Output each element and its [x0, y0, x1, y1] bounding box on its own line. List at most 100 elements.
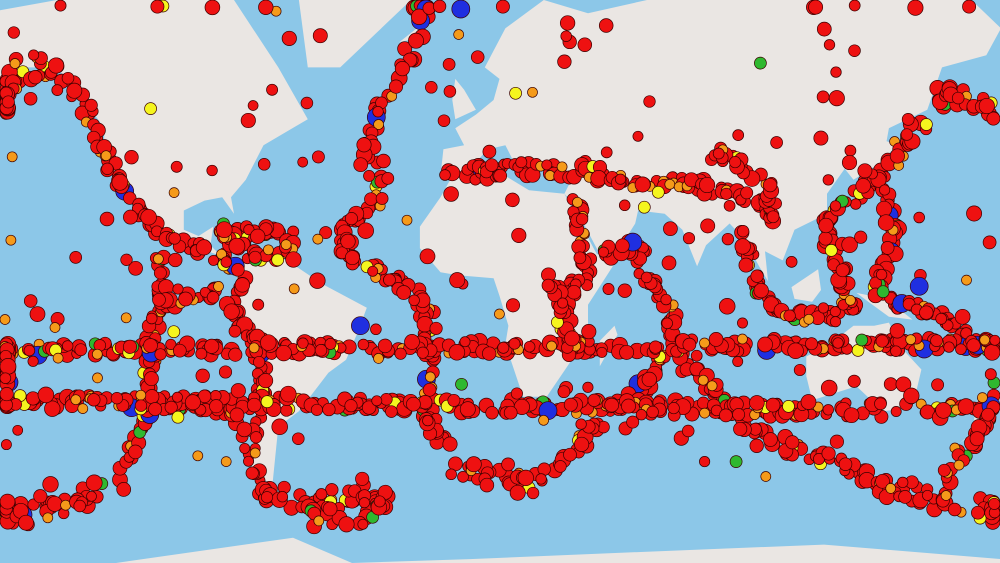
earthquake-marker-minor[interactable] — [172, 343, 187, 358]
earthquake-marker-light[interactable] — [135, 389, 147, 401]
earthquake-marker-light[interactable] — [288, 283, 300, 295]
earthquake-marker-minor[interactable] — [830, 66, 842, 78]
earthquake-marker-minor[interactable] — [574, 436, 590, 452]
earthquake-marker-minor[interactable] — [66, 82, 83, 99]
earthquake-marker-minor[interactable] — [829, 434, 844, 449]
earthquake-marker-minor[interactable] — [394, 347, 407, 360]
earthquake-marker-minor[interactable] — [721, 232, 735, 246]
earthquake-marker-minor[interactable] — [937, 463, 951, 477]
earthquake-marker-minor[interactable] — [394, 61, 410, 77]
earthquake-marker-minor[interactable] — [195, 368, 210, 383]
earthquake-marker-minor[interactable] — [144, 389, 160, 405]
earthquake-marker-minor[interactable] — [981, 407, 995, 422]
earthquake-marker-minor[interactable] — [425, 81, 438, 94]
earthquake-marker-minor[interactable] — [69, 251, 83, 264]
earthquake-marker-minor[interactable] — [510, 387, 523, 400]
earthquake-marker-minor[interactable] — [208, 254, 219, 266]
earthquake-marker-light[interactable] — [60, 499, 71, 511]
earthquake-marker-light[interactable] — [100, 150, 112, 162]
earthquake-marker-minor[interactable] — [855, 178, 871, 194]
earthquake-marker-minor[interactable] — [617, 283, 632, 298]
earthquake-marker-minor[interactable] — [443, 85, 457, 98]
earthquake-marker-minor[interactable] — [338, 516, 355, 533]
earthquake-marker-minor[interactable] — [0, 439, 12, 451]
earthquake-marker-minor[interactable] — [7, 26, 20, 39]
earthquake-marker-minor[interactable] — [297, 337, 309, 349]
earthquake-marker-minor[interactable] — [376, 153, 391, 169]
earthquake-marker-minor[interactable] — [817, 302, 829, 314]
earthquake-marker-minor[interactable] — [422, 414, 434, 427]
earthquake-marker-minor[interactable] — [573, 251, 587, 265]
earthquake-marker-minor[interactable] — [632, 130, 644, 142]
earthquake-marker-major[interactable] — [451, 0, 471, 19]
earthquake-marker-moderate[interactable] — [509, 86, 522, 100]
earthquake-marker-minor[interactable] — [848, 44, 861, 57]
earthquake-marker-minor[interactable] — [875, 473, 890, 489]
earthquake-marker-minor[interactable] — [913, 211, 925, 224]
earthquake-marker-minor[interactable] — [250, 228, 266, 244]
earthquake-marker-light[interactable] — [92, 372, 103, 384]
earthquake-marker-minor[interactable] — [322, 402, 336, 417]
earthquake-marker-minor[interactable] — [889, 323, 905, 339]
earthquake-marker-minor[interactable] — [120, 253, 133, 266]
earthquake-marker-minor[interactable] — [783, 309, 796, 322]
earthquake-marker-minor[interactable] — [604, 397, 620, 413]
earthquake-marker-light[interactable] — [977, 392, 988, 403]
earthquake-marker-minor[interactable] — [661, 317, 673, 330]
earthquake-marker-minor[interactable] — [646, 405, 659, 419]
earthquake-marker-minor[interactable] — [25, 391, 41, 406]
earthquake-marker-minor[interactable] — [712, 147, 725, 160]
earthquake-marker-minor[interactable] — [150, 0, 165, 14]
earthquake-marker-minor[interactable] — [557, 54, 572, 69]
earthquake-marker-minor[interactable] — [18, 514, 34, 531]
earthquake-marker-minor[interactable] — [563, 397, 578, 412]
earthquake-marker-minor[interactable] — [829, 200, 842, 212]
earthquake-marker-minor[interactable] — [459, 336, 471, 348]
earthquake-marker-minor[interactable] — [312, 28, 328, 44]
earthquake-marker-minor[interactable] — [372, 106, 384, 118]
earthquake-marker-minor[interactable] — [982, 235, 997, 250]
earthquake-marker-minor[interactable] — [292, 432, 305, 445]
earthquake-marker-minor[interactable] — [922, 489, 933, 501]
earthquake-marker-minor[interactable] — [165, 338, 177, 350]
earthquake-marker-minor[interactable] — [325, 483, 339, 497]
earthquake-marker-light[interactable] — [52, 352, 64, 364]
earthquake-marker-light[interactable] — [168, 187, 180, 198]
earthquake-marker-minor[interactable] — [61, 71, 75, 85]
earthquake-marker-strong[interactable] — [876, 285, 890, 299]
earthquake-marker-minor[interactable] — [564, 330, 580, 347]
earthquake-marker-minor[interactable] — [618, 199, 631, 212]
earthquake-marker-minor[interactable] — [195, 347, 208, 360]
earthquake-marker-minor[interactable] — [184, 394, 201, 411]
earthquake-marker-minor[interactable] — [962, 0, 977, 14]
earthquake-marker-minor[interactable] — [419, 248, 436, 265]
earthquake-marker-minor[interactable] — [509, 484, 526, 501]
earthquake-marker-minor[interactable] — [757, 336, 773, 353]
earthquake-marker-minor[interactable] — [505, 192, 520, 208]
earthquake-marker-minor[interactable] — [823, 39, 836, 51]
earthquake-marker-minor[interactable] — [247, 100, 259, 111]
earthquake-marker-light[interactable] — [153, 253, 164, 265]
earthquake-marker-minor[interactable] — [371, 395, 383, 407]
earthquake-marker-minor[interactable] — [168, 252, 183, 268]
earthquake-marker-light[interactable] — [213, 281, 224, 292]
earthquake-marker-minor[interactable] — [753, 282, 769, 299]
earthquake-marker-minor[interactable] — [445, 468, 457, 481]
earthquake-marker-minor[interactable] — [408, 32, 424, 49]
earthquake-marker-minor[interactable] — [785, 256, 798, 268]
earthquake-marker-minor[interactable] — [699, 456, 711, 468]
earthquake-marker-minor[interactable] — [935, 402, 952, 419]
earthquake-marker-minor[interactable] — [559, 15, 576, 31]
earthquake-marker-minor[interactable] — [86, 490, 97, 502]
earthquake-marker-minor[interactable] — [930, 334, 943, 347]
earthquake-marker-minor[interactable] — [54, 0, 67, 12]
earthquake-marker-minor[interactable] — [643, 95, 656, 108]
earthquake-marker-minor[interactable] — [718, 298, 736, 315]
earthquake-marker-minor[interactable] — [234, 277, 251, 293]
earthquake-marker-minor[interactable] — [280, 404, 293, 417]
earthquake-marker-minor[interactable] — [690, 349, 703, 362]
earthquake-marker-minor[interactable] — [763, 432, 778, 447]
earthquake-marker-minor[interactable] — [353, 157, 369, 173]
earthquake-marker-minor[interactable] — [23, 344, 36, 357]
earthquake-marker-minor[interactable] — [682, 232, 696, 245]
